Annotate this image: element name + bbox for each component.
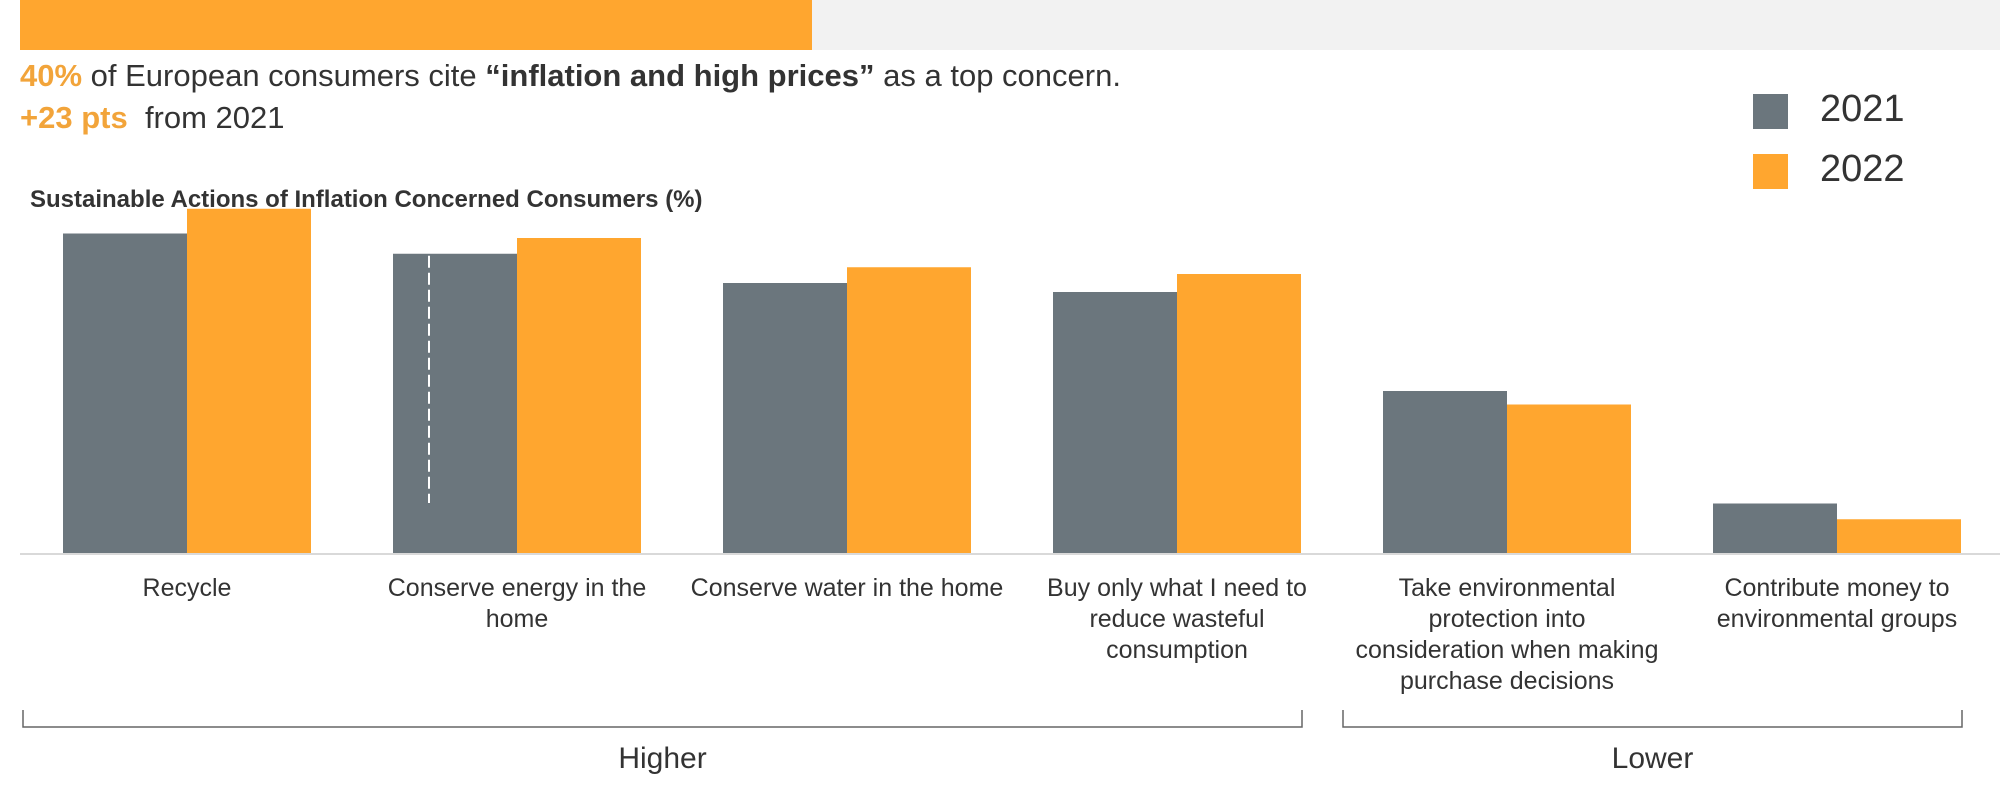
category-label-5: environmental groups <box>1717 605 1957 633</box>
category-label-3: consumption <box>1106 636 1248 664</box>
progress-bar <box>20 0 2000 50</box>
bar-2021-0 <box>63 233 187 553</box>
group-label-lower: Lower <box>1612 742 1694 775</box>
group-bracket-higher <box>22 710 1303 728</box>
chart-title: Sustainable Actions of Inflation Concern… <box>30 186 703 213</box>
change-value: +23 pts <box>20 100 128 135</box>
category-label-2: Conserve water in the home <box>691 574 1004 602</box>
bar-2022-4 <box>1507 404 1631 553</box>
bar-2021-1 <box>393 253 517 553</box>
bar-2022-0 <box>187 208 311 553</box>
category-label-4: protection into <box>1428 605 1585 633</box>
legend-swatch-2022 <box>1753 154 1788 189</box>
category-label-0: Recycle <box>143 574 232 602</box>
stat-text-2: as a top concern. <box>874 58 1121 93</box>
headline-stat: 40% of European consumers cite “inflatio… <box>20 58 1121 94</box>
bar-2021-5 <box>1713 503 1837 553</box>
bar-2022-1 <box>517 238 641 553</box>
bar-2021-2 <box>723 283 847 553</box>
change-text: from 2021 <box>144 100 285 135</box>
category-label-1: Conserve energy in the <box>388 574 646 602</box>
headline-change: +23 pts from 2021 <box>20 100 285 136</box>
bar-2022-3 <box>1177 274 1301 553</box>
category-label-1: home <box>486 605 549 633</box>
bar-2022-5 <box>1837 519 1961 553</box>
category-label-4: purchase decisions <box>1400 667 1614 695</box>
legend-swatch-2021 <box>1753 94 1788 129</box>
group-bracket-lower <box>1342 710 1963 728</box>
legend-label-2021: 2021 <box>1820 88 1905 130</box>
stat-text-1: of European consumers cite <box>82 58 486 93</box>
category-label-3: reduce wasteful <box>1089 605 1264 633</box>
stat-value: 40% <box>20 58 83 93</box>
progress-bar-fill <box>20 0 812 50</box>
bar-2021-3 <box>1053 292 1177 553</box>
bar-2021-4 <box>1383 391 1507 553</box>
category-label-5: Contribute money to <box>1724 574 1949 602</box>
legend-label-2022: 2022 <box>1820 148 1905 190</box>
stat-quote: “inflation and high prices” <box>485 58 875 93</box>
category-label-3: Buy only what I need to <box>1047 574 1307 602</box>
category-label-4: Take environmental <box>1399 574 1616 602</box>
category-label-4: consideration when making <box>1356 636 1659 664</box>
group-label-higher: Higher <box>618 742 706 775</box>
bar-2022-2 <box>847 267 971 553</box>
